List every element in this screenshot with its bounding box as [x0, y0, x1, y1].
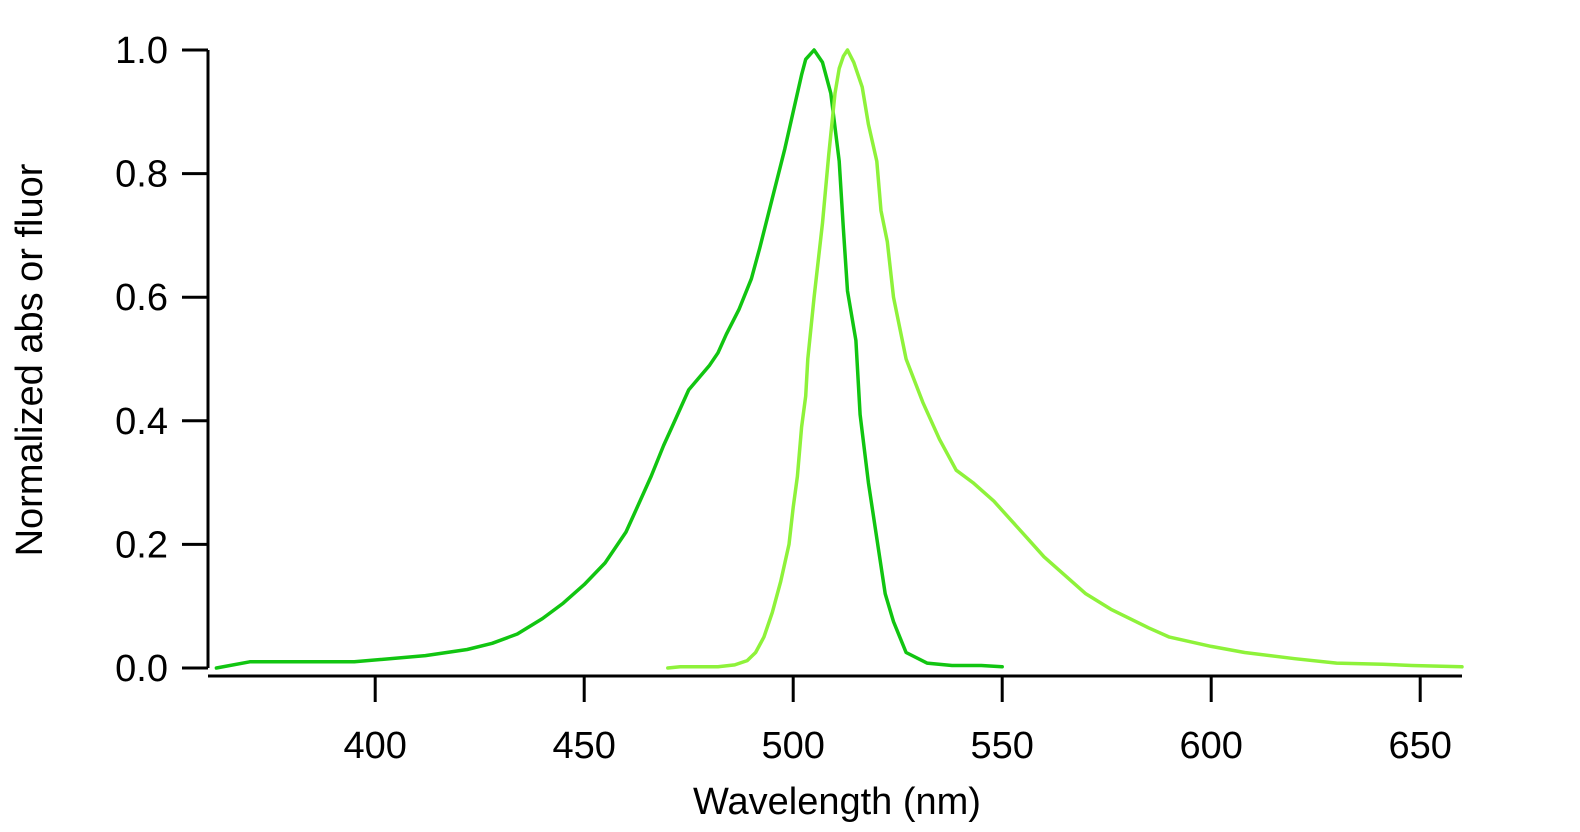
series-line-2 — [666, 48, 1464, 670]
y-tick-label: 0.2 — [115, 524, 168, 566]
axes-layer: 0.0 0.2 0.4 0.6 0.8 1.0 400 450 500 550 600 650 — [115, 30, 1462, 767]
y-tick-label: 0.4 — [115, 401, 168, 443]
y-tick-label: 0.0 — [115, 648, 168, 690]
series-layer — [214, 48, 1464, 670]
x-tick-label: 500 — [761, 725, 824, 767]
x-tick-label: 550 — [970, 725, 1033, 767]
x-tick-label: 600 — [1179, 725, 1242, 767]
x-axis-title: Wavelength (nm) — [693, 781, 981, 823]
x-tick-label: 650 — [1388, 725, 1451, 767]
y-axis-title: Normalized abs or fluor — [9, 163, 51, 556]
series-line-1 — [214, 48, 1004, 670]
y-tick-label: 0.8 — [115, 154, 168, 196]
y-tick-label: 1.0 — [115, 30, 168, 72]
x-tick-label: 400 — [343, 725, 406, 767]
x-tick-label: 450 — [552, 725, 615, 767]
y-tick-label: 0.6 — [115, 277, 168, 319]
